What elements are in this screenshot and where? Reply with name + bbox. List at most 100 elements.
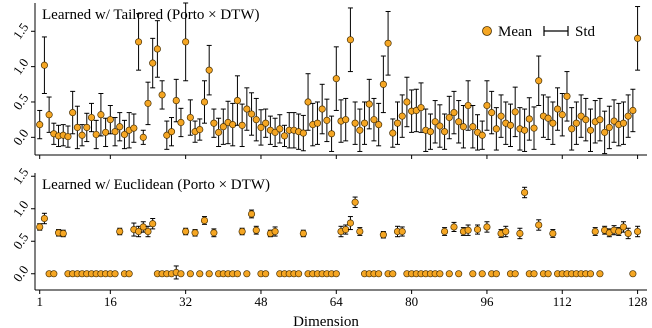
xtick-label: 112	[553, 294, 572, 309]
top-mean-point	[629, 106, 637, 115]
top-mean-point	[459, 123, 467, 131]
top-mean-point	[445, 113, 453, 122]
legend-mean-label: Mean	[498, 24, 533, 40]
top-mean-point	[280, 132, 289, 140]
bottom-mean-point	[252, 226, 260, 234]
top-mean-point	[200, 98, 209, 106]
bottom-mean-point	[398, 227, 406, 236]
top-mean-point	[403, 98, 411, 106]
top-mean-point	[497, 112, 505, 120]
bottom-points	[36, 186, 642, 280]
top-mean-point	[111, 128, 119, 136]
top-mean-point	[398, 112, 406, 120]
top-mean-point	[572, 119, 580, 127]
bottom-mean-point	[243, 270, 251, 278]
top-mean-point	[577, 112, 585, 120]
top-mean-point	[172, 97, 180, 105]
bottom-mean-point	[59, 229, 67, 238]
top-mean-point	[262, 119, 270, 127]
top-mean-point	[167, 128, 176, 136]
top-mean-point	[535, 77, 543, 85]
top-mean-point	[102, 128, 110, 136]
top-mean-point	[634, 34, 642, 42]
bottom-mean-point	[139, 223, 147, 231]
bottom-mean-point	[50, 270, 58, 278]
bottom-mean-point	[149, 220, 157, 228]
top-mean-point	[64, 133, 72, 141]
xtick-label: 32	[179, 294, 192, 309]
bottom-mean-point	[469, 270, 477, 278]
bottom-mean-point	[478, 270, 486, 278]
top-mean-point	[135, 38, 143, 46]
bottom-mean-point	[200, 216, 209, 225]
top-mean-point	[177, 118, 185, 127]
bottom-mean-point	[530, 270, 538, 278]
bottom-mean-point	[586, 270, 595, 278]
bottom-mean-point	[516, 229, 524, 238]
bottom-mean-point	[248, 210, 256, 218]
top-mean-point	[83, 123, 91, 131]
bottom-mean-point	[483, 223, 491, 231]
top-mean-point	[469, 123, 477, 131]
bottom-mean-point	[615, 227, 623, 236]
bottom-mean-point	[40, 214, 48, 223]
top-mean-point	[182, 38, 190, 46]
top-mean-point	[139, 133, 147, 141]
top-mean-point	[243, 105, 251, 113]
bottom-mean-point	[182, 227, 190, 236]
top-mean-point	[370, 116, 378, 124]
bottom-mean-point	[332, 270, 340, 278]
top-mean-point	[328, 130, 336, 138]
top-mean-point	[196, 125, 204, 134]
xtick-label: 80	[405, 294, 418, 309]
top-mean-point	[45, 111, 53, 119]
top-mean-point	[332, 75, 340, 83]
top-mean-point	[97, 111, 105, 119]
top-mean-point	[73, 123, 81, 131]
bottom-mean-point	[492, 270, 500, 278]
top-mean-point	[158, 91, 166, 99]
top-mean-point	[356, 126, 364, 134]
top-mean-point	[69, 109, 77, 117]
bottom-ytick-label: 1.5	[10, 165, 32, 187]
top-mean-point	[558, 111, 566, 119]
xtick-label: 128	[628, 294, 648, 309]
bottom-mean-point	[436, 270, 444, 278]
top-mean-point	[238, 121, 246, 129]
top-mean-point	[455, 118, 463, 126]
bottom-mean-point	[634, 227, 642, 236]
top-mean-point	[488, 109, 496, 117]
bottom-mean-point	[271, 227, 279, 236]
top-mean-point	[116, 123, 124, 131]
top-mean-point	[87, 113, 96, 122]
bottom-ytick-label: 0.5	[10, 230, 32, 252]
top-mean-point	[530, 124, 538, 132]
xtick-label: 96	[480, 294, 494, 309]
top-mean-point	[365, 100, 373, 108]
top-mean-point	[106, 116, 114, 124]
top-mean-point	[229, 121, 237, 129]
top-mean-point	[346, 36, 354, 44]
top-mean-point	[313, 119, 322, 127]
bottom-mean-point	[445, 270, 453, 278]
top-mean-point	[342, 116, 350, 124]
bottom-mean-point	[295, 270, 303, 278]
top-mean-point	[431, 118, 439, 126]
top-mean-point	[506, 121, 515, 129]
top-mean-point	[379, 80, 387, 88]
top-mean-point	[252, 116, 260, 124]
top-mean-point	[153, 45, 161, 53]
top-mean-point	[149, 59, 157, 67]
top-ytick-label: 0.5	[10, 91, 32, 113]
bottom-mean-point	[205, 270, 213, 278]
bottom-mean-point	[379, 231, 387, 239]
top-ytick-label: 0.0	[10, 126, 32, 148]
top-mean-point	[120, 130, 128, 139]
top-mean-point	[144, 99, 152, 107]
xtick-label: 1	[36, 294, 43, 309]
bottom-mean-point	[262, 270, 270, 278]
top-mean-point	[544, 114, 552, 122]
bottom-mean-point	[455, 270, 463, 278]
panel-top: Learned w/ Tailored (Porto × DTW) 0.0 0.5…	[10, 2, 647, 159]
